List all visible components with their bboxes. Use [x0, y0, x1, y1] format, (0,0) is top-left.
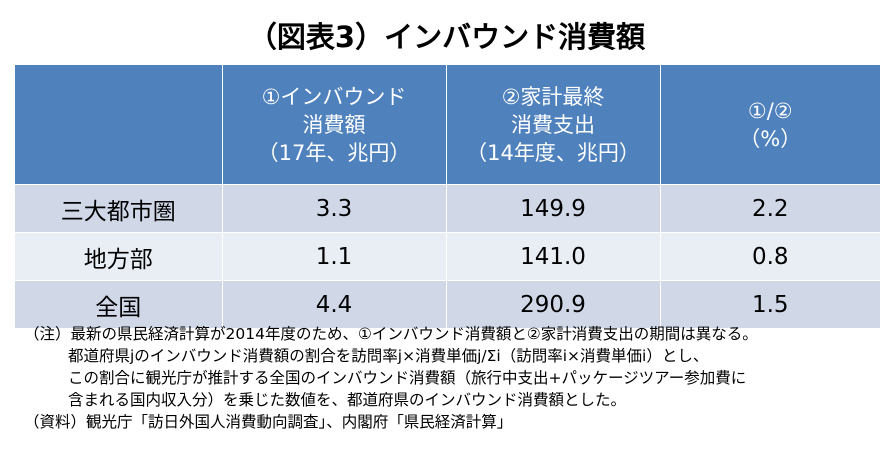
header-line: （14年度、兆円）: [466, 140, 640, 165]
row-label: 全国: [15, 280, 222, 328]
title: （図表3）インバウンド消費額: [247, 20, 646, 54]
column-header: ①/② （%）: [659, 65, 880, 185]
table-cell: 4.4: [221, 280, 446, 328]
data-table: ①インバウンド 消費額 （17年、兆円） ②家計最終消費支出 （14年度、兆円） ①/② （…: [15, 65, 880, 328]
table-cell: 1.1: [221, 232, 446, 281]
table-row: 全国 4.4 290.9 1.5: [15, 280, 880, 328]
note-line: 都道府県jのインバウンド消費額の割合を訪問率j×消費単価j/Σi（訪問率i×消費…: [68, 347, 709, 365]
header-line: ②家計最終: [501, 84, 605, 109]
table-cell: 149.9: [445, 184, 660, 233]
column-header: ②家計最終消費支出 （14年度、兆円）: [445, 65, 660, 185]
table-cell: 1.5: [659, 280, 880, 328]
table-cell: 141.0: [445, 232, 660, 281]
header-row: ①インバウンド 消費額 （17年、兆円） ②家計最終消費支出 （14年度、兆円） ①/② （…: [15, 65, 880, 185]
note-line: （注）最新の県民経済計算が2014年度のため、①インバウンド消費額と②家計消費支…: [24, 325, 758, 343]
header-line: 消費支出: [511, 112, 595, 137]
table-row: 三大都市圏 3.3 149.9 2.2: [15, 184, 880, 233]
note-line: この割合に観光庁が推計する全国のインバウンド消費額（旅行中支出+パッケージツアー…: [68, 369, 747, 387]
notes: （注）最新の県民経済計算が2014年度のため、①インバウンド消費額と②家計消費支…: [24, 323, 758, 433]
table-cell: 2.2: [659, 184, 880, 233]
note-line: （資料）観光庁「訪日外国人消費動向調査」、内閣府「県民経済計算」: [24, 413, 513, 431]
table-body: 三大都市圏 3.3 149.9 2.2 地方部 1.1 141.0 0.8 全国 4.4 290.9…: [15, 184, 880, 328]
header-line: 消費額: [302, 112, 366, 137]
header-line: （17年、兆円）: [257, 140, 411, 165]
row-label: 地方部: [15, 232, 222, 281]
header-line: ①/②: [747, 98, 793, 123]
table-row: 地方部 1.1 141.0 0.8: [15, 232, 880, 281]
note-line: 含まれる国内収入分）を乗じた数値を、都道府県のインバウンド消費額とした。: [68, 391, 627, 409]
header-line: （%）: [739, 126, 802, 151]
row-label: 三大都市圏: [15, 184, 222, 233]
column-header: ①インバウンド 消費額 （17年、兆円）: [221, 65, 446, 185]
corner-cell: [15, 65, 222, 185]
table-cell: 290.9: [445, 280, 660, 328]
header-line: ①インバウンド: [261, 84, 407, 109]
table-head: ①インバウンド 消費額 （17年、兆円） ②家計最終消費支出 （14年度、兆円） ①/② （…: [15, 65, 880, 185]
table-cell: 0.8: [659, 232, 880, 281]
table-cell: 3.3: [221, 184, 446, 233]
